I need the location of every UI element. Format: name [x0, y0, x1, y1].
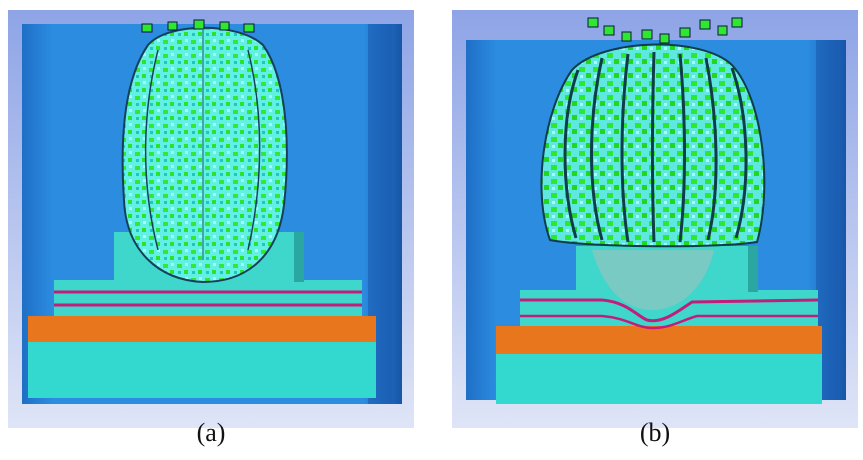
simulation-image-a — [8, 10, 414, 428]
caption-b: (b) — [639, 418, 671, 447]
panel-b — [452, 10, 858, 428]
caption-a: (a) — [196, 418, 226, 447]
simulation-image-b — [452, 10, 858, 428]
panel-a — [8, 10, 414, 428]
